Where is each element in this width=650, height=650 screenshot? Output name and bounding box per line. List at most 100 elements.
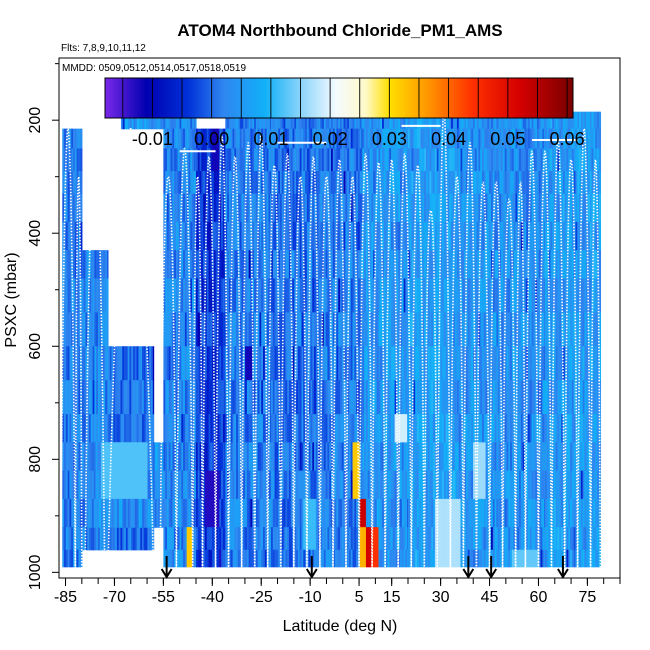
heatmap-cell bbox=[584, 111, 587, 130]
heatmap-cell bbox=[559, 346, 562, 381]
heatmap-cell bbox=[418, 527, 422, 551]
heatmap-cell bbox=[181, 250, 184, 280]
heatmap-cell bbox=[566, 221, 569, 251]
heatmap-cell bbox=[283, 470, 286, 500]
heatmap-cell bbox=[531, 527, 534, 551]
heatmap-cell bbox=[383, 111, 387, 130]
heatmap-cell bbox=[405, 312, 408, 347]
heatmap-cell bbox=[259, 111, 262, 130]
heatmap-cell bbox=[334, 527, 337, 551]
heatmap-cell bbox=[303, 380, 306, 415]
heatmap-cell bbox=[168, 221, 172, 251]
heatmap-cell bbox=[232, 312, 235, 347]
heatmap-cell bbox=[582, 549, 586, 568]
heatmap-cell bbox=[80, 414, 83, 443]
heatmap-cell bbox=[407, 414, 411, 443]
heatmap-cell bbox=[499, 527, 502, 551]
heatmap-cell bbox=[230, 250, 234, 280]
heatmap-cell bbox=[562, 171, 566, 195]
heatmap-cell bbox=[195, 128, 199, 150]
flight-profile bbox=[436, 108, 452, 573]
heatmap-cell bbox=[380, 442, 383, 472]
heatmap-cell bbox=[294, 498, 297, 528]
heatmap-cell bbox=[71, 221, 74, 251]
heatmap-cell bbox=[312, 498, 315, 528]
heatmap-cell bbox=[297, 128, 301, 150]
heatmap-cell bbox=[474, 171, 478, 195]
heatmap-cell bbox=[482, 470, 485, 500]
heatmap-cell bbox=[452, 380, 456, 415]
heatmap-cell bbox=[364, 549, 367, 568]
heatmap-cell bbox=[517, 312, 520, 347]
heatmap-cell bbox=[531, 498, 534, 528]
heatmap-cell bbox=[347, 498, 350, 528]
heatmap-cell bbox=[266, 312, 269, 347]
heatmap-cell bbox=[487, 380, 490, 415]
heatmap-cell bbox=[245, 171, 248, 195]
heatmap-cell bbox=[584, 193, 587, 223]
heatmap-cell bbox=[526, 346, 529, 381]
heatmap-cell bbox=[296, 250, 299, 280]
heatmap-cell bbox=[520, 193, 524, 223]
flight-profile bbox=[563, 158, 579, 573]
heatmap-cell bbox=[91, 442, 95, 472]
heatmap-cell bbox=[103, 414, 106, 443]
heatmap-cell bbox=[483, 380, 487, 415]
heatmap-cell bbox=[243, 171, 246, 195]
heatmap-cell bbox=[288, 111, 292, 130]
heatmap-cell bbox=[396, 193, 399, 223]
heatmap-cell bbox=[429, 549, 432, 568]
heatmap-cell bbox=[186, 527, 190, 551]
heatmap-cell bbox=[76, 128, 79, 150]
heatmap-cell bbox=[73, 380, 76, 415]
heatmap-cell bbox=[263, 346, 266, 381]
heatmap-cell bbox=[409, 111, 413, 130]
heatmap-cell bbox=[76, 171, 79, 195]
heatmap-cell bbox=[177, 442, 181, 472]
heatmap-cell bbox=[243, 380, 246, 415]
heatmap-cell bbox=[163, 346, 166, 381]
heatmap-cell bbox=[427, 442, 431, 472]
heatmap-cell bbox=[294, 111, 297, 130]
heatmap-cell bbox=[374, 549, 378, 568]
heatmap-cell bbox=[285, 346, 288, 381]
heatmap-cell bbox=[261, 380, 264, 415]
heatmap-cell bbox=[170, 470, 173, 500]
heatmap-cell bbox=[350, 250, 354, 280]
heatmap-cell bbox=[517, 148, 520, 172]
heatmap-cell bbox=[287, 442, 290, 472]
heatmap-cell bbox=[279, 193, 283, 223]
heatmap-cell bbox=[350, 346, 354, 381]
heatmap-cell bbox=[93, 498, 97, 528]
heatmap-cell bbox=[219, 442, 222, 472]
heatmap-cell bbox=[206, 470, 210, 500]
heatmap-cell bbox=[359, 171, 363, 195]
heatmap-cell bbox=[215, 250, 219, 280]
heatmap-cell bbox=[544, 128, 548, 150]
heatmap-cell bbox=[559, 111, 562, 130]
heatmap-cell bbox=[502, 470, 506, 500]
heatmap-cell bbox=[125, 346, 129, 381]
heatmap-cell bbox=[301, 498, 304, 528]
heatmap-cell bbox=[74, 346, 78, 381]
heatmap-cell bbox=[76, 414, 79, 443]
heatmap-cell bbox=[373, 250, 376, 280]
heatmap-cell bbox=[183, 312, 186, 347]
flight-profile bbox=[550, 136, 566, 573]
heatmap-cell bbox=[483, 171, 487, 195]
heatmap-cell bbox=[170, 221, 173, 251]
heatmap-cell bbox=[348, 128, 352, 150]
heatmap-cell bbox=[491, 346, 494, 381]
heatmap-cell bbox=[195, 221, 199, 251]
heatmap-cell bbox=[81, 380, 85, 415]
heatmap-cell bbox=[245, 278, 248, 313]
heatmap-cell bbox=[339, 442, 343, 472]
heatmap-cell bbox=[546, 312, 550, 347]
heatmap-cell bbox=[252, 278, 255, 313]
heatmap-cell bbox=[339, 148, 343, 172]
heatmap-cell bbox=[310, 498, 313, 528]
heatmap-cell bbox=[573, 549, 577, 568]
heatmap-cell bbox=[103, 250, 106, 280]
heatmap-cell bbox=[80, 250, 83, 280]
heatmap-cell bbox=[181, 278, 184, 313]
